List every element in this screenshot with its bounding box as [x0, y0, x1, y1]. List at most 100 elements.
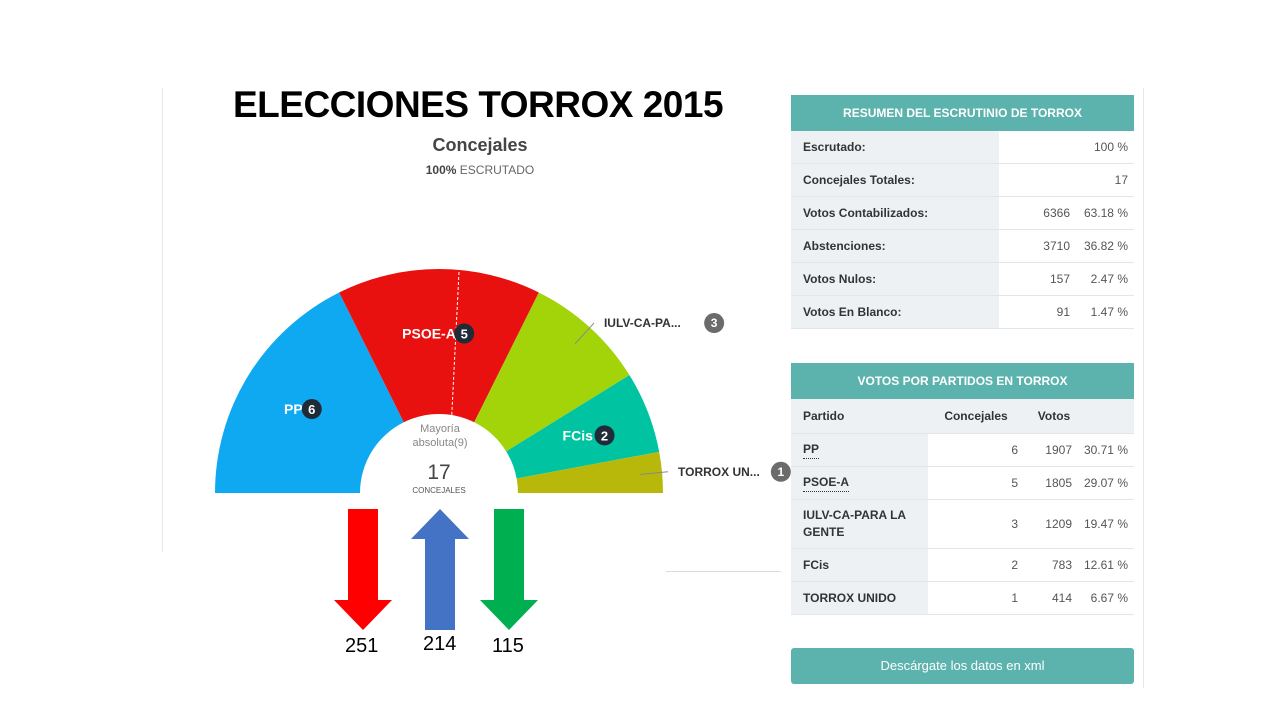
summary-row: Votos En Blanco: 91 1.47 %	[791, 296, 1134, 329]
summary-values: 17	[999, 164, 1134, 196]
party-percent: 19.47 %	[1083, 517, 1128, 531]
chart-title: Concejales	[432, 135, 528, 155]
summary-row: Escrutado: 100 %	[791, 131, 1134, 164]
slide-title: ELECCIONES TORROX 2015	[233, 84, 724, 125]
summary-row: Votos Contabilizados: 6366 63.18 %	[791, 197, 1134, 230]
party-name[interactable]: PP	[791, 434, 928, 466]
frame-bottom-line	[666, 571, 781, 572]
party-votes: 783	[1051, 558, 1072, 572]
parties-header: VOTOS POR PARTIDOS EN TORROX	[791, 363, 1134, 399]
majority-line	[450, 271, 460, 431]
party-label: TORROX UN...	[678, 465, 760, 479]
arrow-value: 251	[345, 635, 379, 657]
summary-label: Escrutado:	[791, 131, 999, 163]
party-name: IULV-CA-PARA LA GENTE	[791, 500, 928, 548]
summary-row: Concejales Totales: 17	[791, 164, 1134, 197]
summary-percent: 2.47 %	[1090, 272, 1128, 286]
majority-label-1: Mayoría	[420, 423, 461, 435]
label-psoe-a: PSOE-A 5	[402, 323, 475, 344]
seat-badge	[454, 323, 475, 344]
summary-row: Votos Nulos: 157 2.47 %	[791, 263, 1134, 296]
party-row: IULV-CA-PARA LA GENTE 3 1209 19.47 %	[791, 500, 1134, 549]
label-iulv-ca-para-la-gente: IULV-CA-PA... 3	[574, 313, 725, 345]
col-votos: Votos	[1037, 409, 1071, 423]
seat-count: 3	[711, 316, 718, 330]
party-votes: 414	[1051, 591, 1072, 605]
col-partido: Partido	[803, 409, 845, 423]
summary-label: Abstenciones:	[791, 230, 999, 262]
label-torrox-unido: TORROX UN... 1	[640, 461, 791, 482]
summary-percent: 1.47 %	[1090, 305, 1128, 319]
summary-values: 91 1.47 %	[999, 296, 1134, 328]
slice-torrox-unido	[516, 451, 663, 493]
summary-percent: 36.82 %	[1083, 239, 1128, 253]
slice-fcis	[506, 375, 660, 479]
party-name[interactable]: PSOE-A	[791, 467, 928, 499]
party-row: TORROX UNIDO 1 414 6.67 %	[791, 582, 1134, 615]
party-row: PSOE-A 5 1805 29.07 %	[791, 467, 1134, 500]
summary-label: Concejales Totales:	[791, 164, 999, 196]
frame-right-line	[1143, 88, 1144, 688]
scrutiny-text: ESCRUTADO	[459, 163, 535, 177]
summary-label: Votos Contabilizados:	[791, 197, 999, 229]
summary-label: Votos Nulos:	[791, 263, 999, 295]
party-label: IULV-CA-PA...	[604, 316, 681, 330]
seat-badge	[594, 425, 615, 446]
summary-row: Abstenciones: 3710 36.82 %	[791, 230, 1134, 263]
summary-percent: 17	[1114, 173, 1128, 187]
summary-values: 100 %	[999, 131, 1134, 163]
summary-values: 3710 36.82 %	[999, 230, 1134, 262]
party-votes: 1209	[1045, 517, 1072, 531]
arrow-down	[334, 509, 392, 630]
party-label: PP	[284, 401, 303, 417]
scrutiny-percent: 100%	[425, 163, 457, 177]
party-seats: 3	[1011, 517, 1018, 531]
frame-left-line	[162, 88, 163, 552]
party-percent: 29.07 %	[1083, 476, 1128, 490]
arrow-value: 214	[423, 633, 457, 655]
label-fcis: FCis 2	[563, 425, 615, 446]
party-label: FCis	[563, 427, 594, 443]
party-votes: 1907	[1045, 443, 1072, 457]
total-seats-caption: CONCEJALES	[412, 486, 465, 495]
party-name: TORROX UNIDO	[791, 582, 928, 614]
party-seats: 5	[1011, 476, 1018, 490]
summary-count: 6366	[1043, 206, 1070, 220]
arrow-value: 115	[492, 635, 524, 657]
arrow-up	[411, 509, 469, 630]
seat-badge	[704, 313, 725, 334]
party-label: PSOE-A	[402, 326, 456, 342]
party-row: PP 6 1907 30.71 %	[791, 434, 1134, 467]
seat-count: 6	[308, 402, 315, 417]
arrow-down	[480, 509, 538, 630]
summary-panel: RESUMEN DEL ESCRUTINIO DE TORROX Escruta…	[791, 95, 1134, 329]
col-concejales: Concejales	[944, 409, 1008, 423]
summary-label: Votos En Blanco:	[791, 296, 999, 328]
summary-percent: 100 %	[1093, 140, 1128, 154]
parties-column-headers: Partido Concejales Votos	[791, 399, 1134, 434]
party-percent: 6.67 %	[1090, 591, 1128, 605]
total-seats-value: 17	[427, 461, 450, 484]
slice-pp	[215, 292, 404, 493]
party-votes: 1805	[1045, 476, 1072, 490]
seat-count: 2	[601, 428, 608, 443]
download-xml-button[interactable]: Descárgate los datos en xml	[791, 648, 1134, 684]
slice-psoe-a	[339, 268, 539, 423]
party-percent: 30.71 %	[1083, 443, 1128, 457]
majority-label-2: absoluta(9)	[412, 437, 467, 449]
leader-line	[640, 471, 669, 475]
summary-percent: 63.18 %	[1083, 206, 1128, 220]
leader-line	[574, 322, 595, 345]
seat-count: 1	[777, 465, 784, 479]
party-percent: 12.61 %	[1083, 558, 1128, 572]
seat-badge	[301, 399, 322, 420]
slice-iulv-ca-para-la-gente	[474, 292, 630, 452]
chart-subtitle: 100% ESCRUTADO	[380, 163, 580, 177]
summary-values: 157 2.47 %	[999, 263, 1134, 295]
seat-badge	[770, 461, 791, 482]
summary-count: 3710	[1043, 239, 1070, 253]
summary-count: 91	[1056, 305, 1070, 319]
party-seats: 1	[1011, 591, 1018, 605]
summary-values: 6366 63.18 %	[999, 197, 1134, 229]
